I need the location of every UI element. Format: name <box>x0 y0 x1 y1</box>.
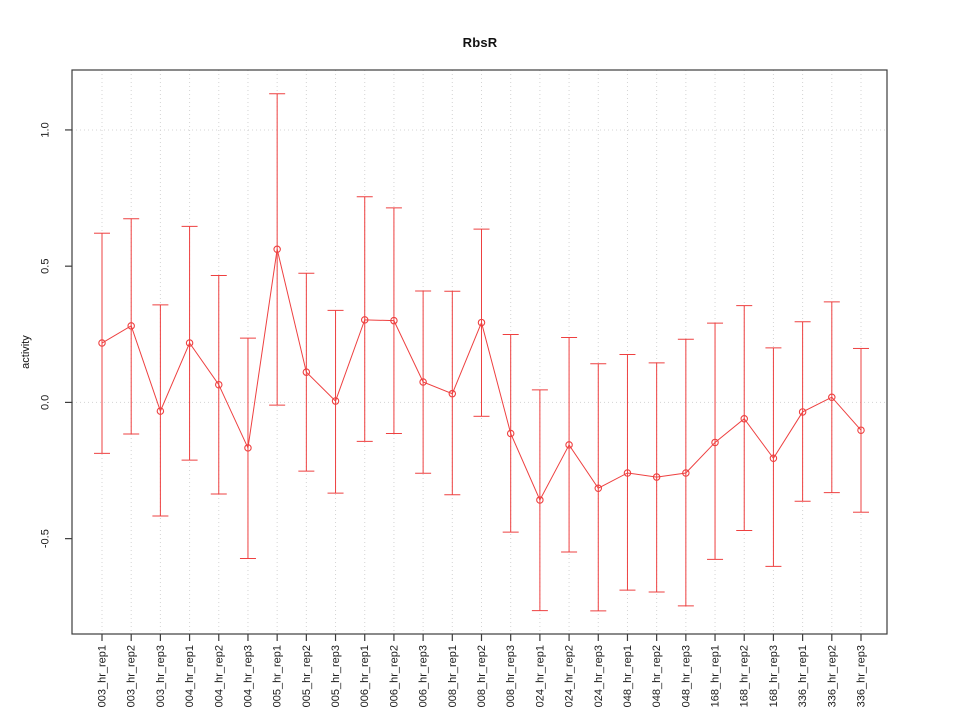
y-tick-label: 0.0 <box>40 395 52 410</box>
x-tick-label: 004_hr_rep2 <box>213 645 225 707</box>
x-tick-label: 048_hr_rep1 <box>622 645 634 707</box>
x-tick-label: 004_hr_rep3 <box>242 645 254 707</box>
data-point <box>185 339 194 347</box>
y-axis: -0.5 0.0 0.5 1.0 <box>40 122 72 548</box>
x-tick-label: 024_hr_rep1 <box>534 645 546 707</box>
data-point <box>477 318 486 327</box>
data-point <box>448 389 457 398</box>
x-tick-label: 048_hr_rep3 <box>680 645 692 707</box>
y-tick-label: 0.5 <box>40 259 52 274</box>
data-point <box>127 322 135 330</box>
data-point <box>828 393 836 401</box>
x-tick-label: 168_hr_rep1 <box>710 645 722 707</box>
x-tick-label: 336_hr_rep2 <box>826 645 838 707</box>
data-point <box>419 378 427 386</box>
data-point <box>536 496 544 504</box>
data-point <box>769 454 778 463</box>
x-tick-label: 003_hr_rep1 <box>97 645 109 707</box>
data-point <box>506 429 515 438</box>
data-point <box>740 415 748 423</box>
data-point <box>244 444 252 452</box>
data-point <box>711 438 719 447</box>
x-tick-label: 048_hr_rep2 <box>651 645 663 707</box>
x-tick-label: 336_hr_rep3 <box>856 645 868 707</box>
x-tick-label: 006_hr_rep2 <box>388 645 400 707</box>
x-tick-label: 004_hr_rep1 <box>184 645 196 707</box>
data-point <box>156 407 165 415</box>
x-tick-label: 005_hr_rep2 <box>301 645 313 707</box>
data-point <box>331 397 340 405</box>
gridlines <box>72 70 887 634</box>
plot-frame <box>71 69 888 635</box>
x-tick-label: 008_hr_rep2 <box>476 645 488 707</box>
data-point <box>798 408 807 416</box>
x-tick-label: 003_hr_rep2 <box>126 645 138 707</box>
data-point <box>215 380 223 389</box>
chart-title: RbsR <box>462 35 498 50</box>
x-tick-label: 024_hr_rep2 <box>564 645 576 707</box>
x-tick-label: 336_hr_rep1 <box>797 645 809 707</box>
x-tick-label: 168_hr_rep2 <box>739 645 751 707</box>
error-bars <box>94 93 869 612</box>
x-tick-label: 024_hr_rep3 <box>593 645 605 707</box>
data-point <box>623 469 632 477</box>
data-point <box>360 316 369 324</box>
x-axis: 003_hr_rep1 003_hr_rep2 003_hr_rep3 004_hr_… <box>97 634 868 707</box>
x-tick-label: 008_hr_rep1 <box>447 645 459 707</box>
x-tick-label: 005_hr_rep1 <box>272 645 284 707</box>
y-tick-label: -0.5 <box>40 529 52 548</box>
data-point <box>682 469 690 477</box>
x-tick-label: 008_hr_rep3 <box>505 645 517 707</box>
x-tick-label: 003_hr_rep3 <box>155 645 167 707</box>
x-tick-label: 006_hr_rep3 <box>418 645 430 707</box>
data-point <box>594 484 603 492</box>
data-points <box>98 245 865 504</box>
data-point <box>857 426 865 434</box>
data-point <box>302 368 311 376</box>
data-point <box>273 245 281 254</box>
x-tick-label: 006_hr_rep1 <box>359 645 371 707</box>
x-tick-label: 168_hr_rep3 <box>768 645 780 707</box>
data-point <box>98 339 106 347</box>
data-point <box>652 473 661 481</box>
data-point <box>390 316 398 325</box>
data-point <box>565 441 573 449</box>
y-tick-label: 1.0 <box>40 122 52 137</box>
x-tick-label: 005_hr_rep3 <box>330 645 342 707</box>
